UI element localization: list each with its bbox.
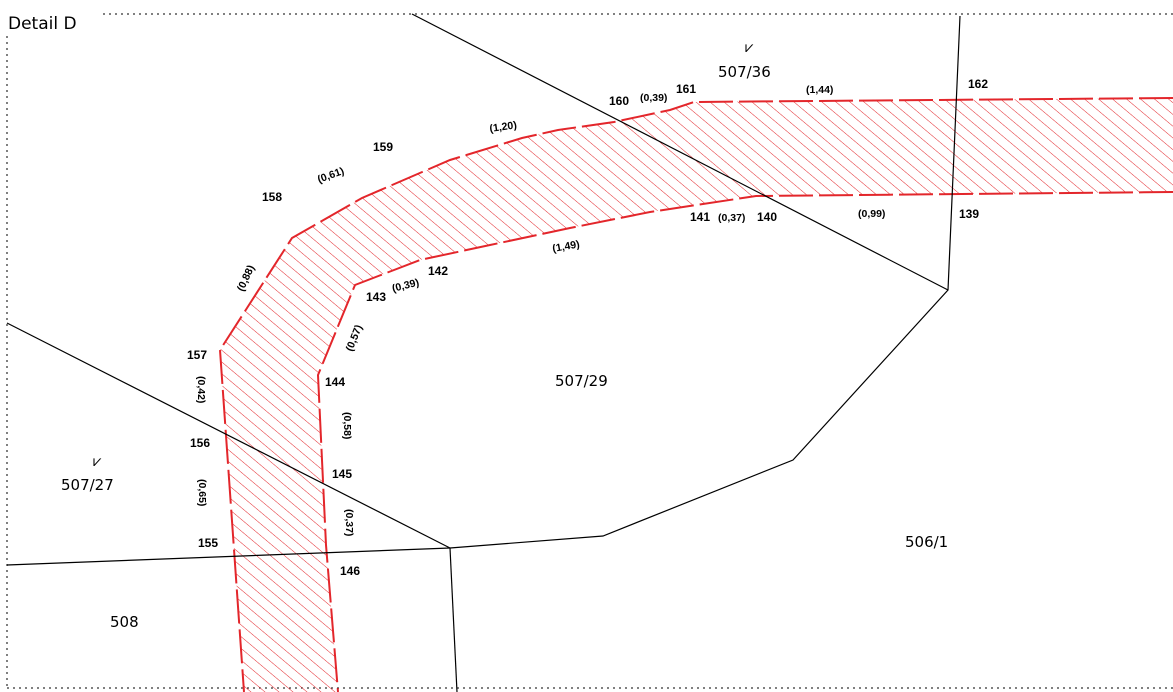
point-155: 155 [198, 536, 218, 550]
point-157: 157 [187, 348, 207, 362]
easement-border [218, 97, 1173, 692]
point-161: 161 [676, 82, 696, 96]
point-143: 143 [366, 290, 386, 304]
easement-strip [220, 98, 1173, 692]
parcel-label-507-27: 507/27 [61, 476, 114, 494]
measure-144-145: (0,58) [341, 412, 353, 439]
parcel-label-507-29: 507/29 [555, 372, 608, 390]
measure-157-158: (0,88) [235, 263, 257, 293]
measure-139-140: (0,99) [858, 208, 885, 220]
point-160: 160 [609, 94, 629, 108]
measure-155-156: (0,65) [196, 479, 208, 506]
detail-frame [6, 13, 1173, 689]
detail-title: Detail D [8, 14, 77, 34]
point-140: 140 [757, 210, 777, 224]
point-144: 144 [325, 375, 345, 389]
point-156: 156 [190, 436, 210, 450]
measure-145-146: (0,37) [343, 509, 355, 536]
measure-156-157: (0,42) [195, 376, 207, 403]
point-139: 139 [959, 207, 979, 221]
point-159: 159 [373, 140, 393, 154]
point-162: 162 [968, 77, 988, 91]
parcel-boundaries [6, 13, 961, 692]
measure-140-141: (0,37) [718, 212, 745, 224]
measure-141-142: (1,49) [551, 238, 580, 255]
parcel-label-507-36: 507/36 [718, 63, 771, 81]
measure-142-143: (0,39) [391, 277, 421, 295]
parcel-label-508: 508 [110, 613, 139, 631]
measure-161-162: (1,44) [806, 84, 833, 96]
measure-159-160: (1,20) [489, 119, 518, 135]
point-145: 145 [332, 467, 352, 481]
point-146: 146 [340, 564, 360, 578]
parcel-label-506-1: 506/1 [905, 533, 948, 551]
point-142: 142 [428, 264, 448, 278]
point-158: 158 [262, 190, 282, 204]
parcel-507-27-symbol: ⩗ [93, 452, 102, 470]
measure-160-161: (0,39) [640, 92, 667, 104]
measure-143-144: (0,57) [344, 323, 365, 353]
point-141: 141 [690, 210, 710, 224]
measure-158-159: (0,61) [316, 165, 346, 186]
parcel-507-36-symbol: ⩗ [745, 38, 754, 56]
